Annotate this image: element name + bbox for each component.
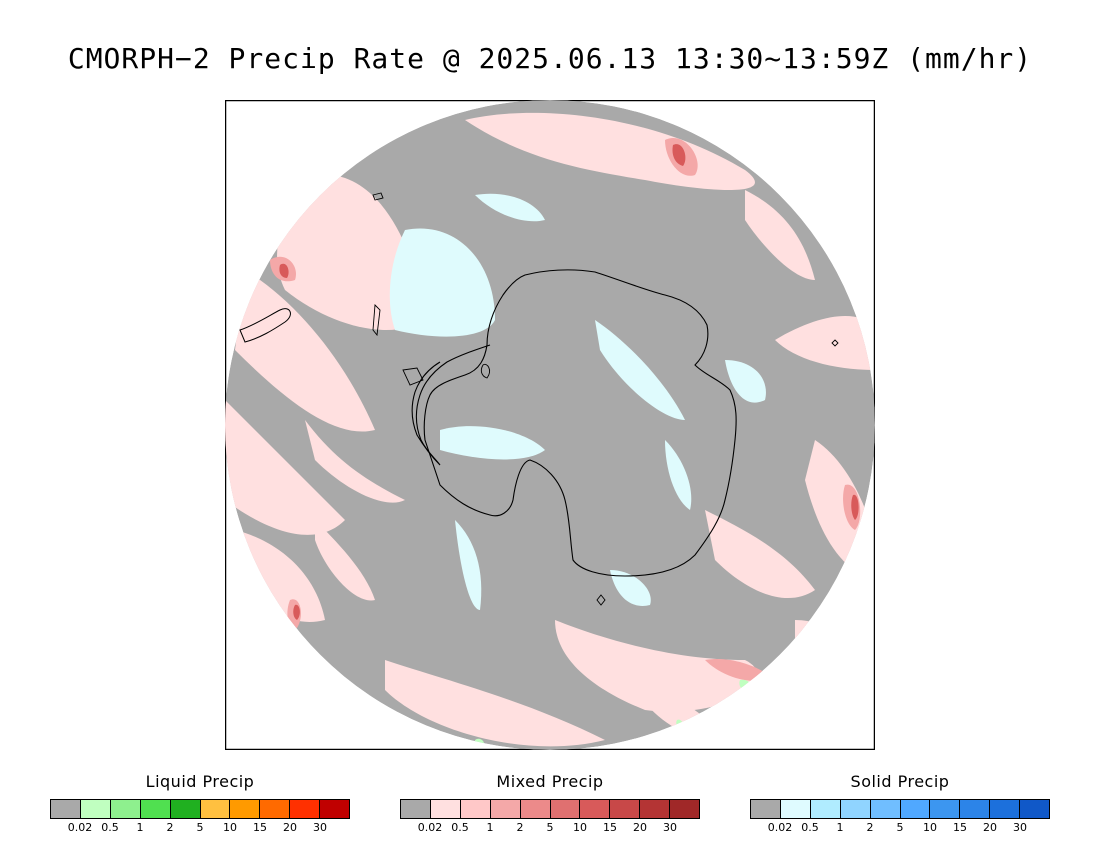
legend-swatch <box>870 800 901 818</box>
legend-tick-label: 30 <box>1013 821 1027 834</box>
legend-tick-label: 10 <box>923 821 937 834</box>
legend-tick-label: 0.02 <box>67 821 93 834</box>
legend-tick-label: 0.02 <box>417 821 443 834</box>
antarctica-coastline <box>423 269 737 577</box>
legend-tick-label: 0.5 <box>101 821 119 834</box>
legend-swatch <box>960 800 991 818</box>
legend-tick-label: 15 <box>603 821 617 834</box>
south-america-coastline <box>239 308 291 343</box>
legend-swatches-liquid <box>50 799 350 819</box>
mixed-precip-heavy <box>279 144 859 620</box>
legend-swatch <box>140 800 171 818</box>
legend-swatch <box>930 800 961 818</box>
island-outlines <box>372 192 839 606</box>
legend-tick-label: 10 <box>223 821 237 834</box>
legend-tick-label: 0.5 <box>801 821 819 834</box>
legend-swatch <box>110 800 141 818</box>
legend-swatch <box>170 800 201 818</box>
legend-tick-label: 5 <box>196 821 204 834</box>
legend-tick-label: 20 <box>983 821 997 834</box>
legend-swatch <box>610 800 641 818</box>
legend-swatch <box>401 800 431 818</box>
legend-tick-label: 1 <box>836 821 844 834</box>
legend-ticks-liquid: 0.02 0.5 1 2 5 10 15 20 30 <box>50 821 350 835</box>
legend-title-mixed: Mixed Precip <box>496 772 604 791</box>
legend-tick-label: 1 <box>486 821 494 834</box>
legend-swatch <box>460 800 491 818</box>
antarctic-peninsula-coastline <box>411 344 491 466</box>
legend-tick-label: 2 <box>516 821 524 834</box>
legend-tick-label: 5 <box>896 821 904 834</box>
legend-tick-label: 2 <box>866 821 874 834</box>
legend-swatch <box>290 800 321 818</box>
legend-swatch <box>640 800 671 818</box>
legend-swatch <box>840 800 871 818</box>
legend-swatch <box>580 800 611 818</box>
legend-swatch <box>550 800 581 818</box>
legend-swatch <box>1020 800 1050 818</box>
legend-tick-label: 10 <box>573 821 587 834</box>
map-canvas <box>225 100 875 750</box>
legend-swatches-mixed <box>400 799 700 819</box>
polar-precip-map <box>225 100 875 750</box>
legend-tick-label: 30 <box>663 821 677 834</box>
legend-swatches-solid <box>750 799 1050 819</box>
legend-swatch <box>51 800 81 818</box>
legend-tick-label: 15 <box>953 821 967 834</box>
legend-mixed: Mixed Precip 0.02 0.5 1 2 5 10 15 20 30 <box>400 772 700 835</box>
legend-swatch <box>900 800 931 818</box>
legend-ticks-mixed: 0.02 0.5 1 2 5 10 15 20 30 <box>400 821 700 835</box>
legend-swatch <box>810 800 841 818</box>
legend-swatch <box>230 800 261 818</box>
legend-swatch <box>780 800 811 818</box>
legend-swatch <box>80 800 111 818</box>
legend-tick-label: 15 <box>253 821 267 834</box>
map-title: CMORPH−2 Precip Rate @ 2025.06.13 13:30~… <box>67 42 1033 75</box>
solid-precip-areas <box>389 193 766 610</box>
legend-tick-label: 5 <box>546 821 554 834</box>
legend-tick-label: 30 <box>313 821 327 834</box>
legend-solid: Solid Precip 0.02 0.5 1 2 5 10 15 20 30 <box>750 772 1050 835</box>
legend-ticks-solid: 0.02 0.5 1 2 5 10 15 20 30 <box>750 821 1050 835</box>
legend-tick-label: 20 <box>633 821 647 834</box>
legend-swatch <box>990 800 1021 818</box>
legend-tick-label: 0.02 <box>767 821 793 834</box>
precip-field <box>225 100 875 750</box>
legend-tick-label: 0.5 <box>451 821 469 834</box>
legend-swatch <box>200 800 231 818</box>
legend-swatch <box>430 800 461 818</box>
legend-swatch <box>320 800 350 818</box>
legend-liquid: Liquid Precip 0.02 0.5 1 2 5 10 15 20 30 <box>50 772 350 835</box>
legend-title-solid: Solid Precip <box>850 772 950 791</box>
legend-title-liquid: Liquid Precip <box>145 772 255 791</box>
legend-tick-label: 20 <box>283 821 297 834</box>
legend-tick-label: 1 <box>136 821 144 834</box>
legend-swatch <box>520 800 551 818</box>
legend-tick-label: 2 <box>166 821 174 834</box>
legend-swatch <box>670 800 700 818</box>
legend-swatch <box>260 800 291 818</box>
legend-swatch <box>751 800 781 818</box>
legend-swatch <box>490 800 521 818</box>
